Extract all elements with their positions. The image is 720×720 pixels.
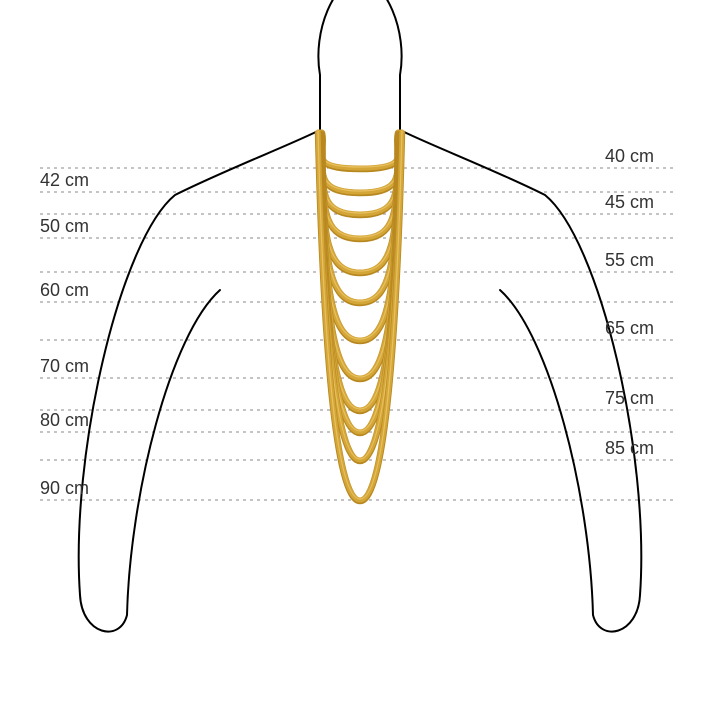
- length-label-80cm: 80 cm: [40, 410, 89, 431]
- chain-40: [322, 132, 399, 168]
- length-label-65cm: 65 cm: [605, 318, 654, 339]
- length-label-90cm: 90 cm: [40, 478, 89, 499]
- chain-42: [322, 132, 399, 192]
- length-label-55cm: 55 cm: [605, 250, 654, 271]
- necklace-size-diagram: 42 cm 50 cm 60 cm 70 cm 80 cm 90 cm 40 cm 45 cm…: [0, 0, 720, 720]
- chain-45: [321, 132, 398, 214]
- length-label-70cm: 70 cm: [40, 356, 89, 377]
- length-label-40cm: 40 cm: [605, 146, 654, 167]
- silhouette-layer: [0, 0, 720, 720]
- body-outline: [79, 0, 642, 632]
- length-label-60cm: 60 cm: [40, 280, 89, 301]
- length-label-42cm: 42 cm: [40, 170, 89, 191]
- length-label-85cm: 85 cm: [605, 438, 654, 459]
- length-label-50cm: 50 cm: [40, 216, 89, 237]
- length-label-45cm: 45 cm: [605, 192, 654, 213]
- chain-55: [321, 132, 400, 272]
- length-label-75cm: 75 cm: [605, 388, 654, 409]
